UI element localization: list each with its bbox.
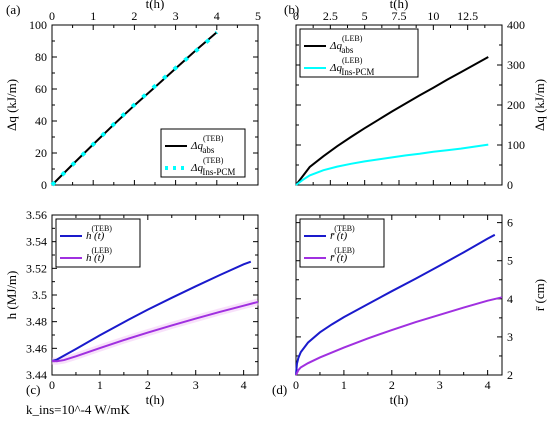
kins-note-text: k_ins=10^-4 W/mK — [26, 402, 130, 417]
x-axis-label: t(h) — [146, 392, 165, 407]
x-tick-label: 2 — [145, 378, 151, 392]
y-tick-label: 300 — [507, 58, 525, 72]
x-tick-label: 1 — [90, 9, 96, 23]
series-line-1 — [295, 296, 503, 376]
legend-entry-label: h(LEB) (t) — [86, 246, 112, 264]
x-axis-label: t(h) — [146, 0, 165, 11]
y-tick-label: 2 — [507, 368, 513, 382]
x-tick-label: 10 — [427, 9, 439, 23]
panel-label: (c) — [26, 382, 40, 397]
y-tick-label: 20 — [35, 146, 47, 160]
x-tick-label: 12.5 — [457, 9, 478, 23]
legend-entry-label: h(TEB) (t) — [86, 224, 112, 242]
series-line-1 — [295, 143, 489, 186]
x-tick-label: 0 — [293, 378, 299, 392]
panel-label: (a) — [6, 2, 20, 17]
x-tick-label: 3 — [173, 9, 179, 23]
x-axis-label: t(h) — [390, 392, 409, 407]
series-line-0 — [51, 260, 252, 362]
plot-frame — [295, 214, 503, 376]
y-tick-label: 3.46 — [26, 341, 47, 355]
series-line-0 — [295, 56, 489, 186]
y-axis-label: h (MJ/m) — [4, 271, 19, 320]
y-tick-label: 100 — [507, 138, 525, 152]
y-tick-label: 0 — [41, 178, 47, 192]
legend-entry-label: r̄(LEB) (t) — [330, 246, 355, 264]
y-tick-label: 400 — [507, 18, 525, 32]
x-tick-label: 2 — [389, 378, 395, 392]
x-tick-label: 0 — [49, 378, 55, 392]
legend-entry-label: Δq(TEB) abs — [190, 134, 224, 155]
x-tick-label: 0 — [293, 9, 299, 23]
x-tick-label: 4 — [214, 9, 220, 23]
legend-entry-label: r̄(TEB) (t) — [330, 224, 355, 242]
y-tick-label: 0 — [507, 178, 513, 192]
series-line-0 — [295, 233, 496, 376]
y-tick-label: 3.52 — [26, 261, 47, 275]
panel-label: (d) — [272, 382, 287, 397]
x-tick-label: 4 — [241, 378, 247, 392]
y-tick-label: 3 — [507, 330, 513, 344]
series-line-1 — [50, 30, 219, 187]
series-line-1 — [51, 300, 259, 363]
legend-entry-label: Δq(TEB) Ins-PCM — [190, 156, 235, 177]
y-tick-label: 100 — [29, 18, 47, 32]
kins-annotation: k_ins=10^-4 W/mK — [26, 402, 130, 418]
y-tick-label: 3.5 — [32, 288, 47, 302]
chart-panel-b: 0 2.5 5 7.5 10 12.5 0 100 200 300 400 t(h) Δq (kJ/m)… — [284, 0, 547, 192]
chart-panel-d: 0 1 2 3 4 2 3 4 5 6 t(h) r̄ (cm) (d) r̄(TEB) (t) r̄(LEB… — [272, 214, 547, 407]
panel-label: (b) — [284, 2, 299, 17]
y-tick-label: 200 — [507, 98, 525, 112]
y-axis-label: r̄ (cm) — [532, 279, 547, 311]
x-tick-label: 3 — [437, 378, 443, 392]
y-tick-label: 4 — [507, 292, 513, 306]
x-tick-label: 7.5 — [392, 9, 407, 23]
x-tick-label: 3 — [193, 378, 199, 392]
x-tick-label: 0 — [49, 9, 55, 23]
y-tick-label: 6 — [507, 216, 513, 230]
y-tick-label: 80 — [35, 50, 47, 64]
y-tick-label: 40 — [35, 114, 47, 128]
y-axis-label: Δq (kJ/m) — [4, 79, 19, 131]
x-tick-label: 5 — [362, 9, 368, 23]
y-tick-label: 60 — [35, 82, 47, 96]
y-tick-label: 5 — [507, 254, 513, 268]
x-tick-label: 2.5 — [323, 9, 338, 23]
y-axis-label: Δq (kJ/m) — [532, 79, 547, 131]
y-tick-label: 3.48 — [26, 315, 47, 329]
legend-entry-label: Δq(LEB) Ins-PCM — [329, 56, 374, 77]
x-tick-label: 1 — [341, 378, 347, 392]
x-tick-label: 2 — [131, 9, 137, 23]
x-axis-label: t(h) — [390, 0, 409, 11]
chart-panel-a: 0 1 2 3 4 5 0 20 40 60 80 100 t(h) Δq (kJ/m) (a) Δq(TEB… — [4, 0, 261, 192]
y-tick-label: 3.44 — [26, 368, 47, 382]
legend-entry-label: Δq(LEB) abs — [329, 34, 363, 55]
y-tick-label: 3.54 — [26, 235, 47, 249]
x-tick-label: 5 — [255, 9, 261, 23]
chart-panel-c: 0 1 2 3 4 3.44 3.46 3.48 3.5 3.52 3.54 3.56 t(h) h (M… — [4, 208, 259, 407]
x-tick-label: 4 — [485, 378, 491, 392]
x-tick-label: 1 — [97, 378, 103, 392]
y-tick-label: 3.56 — [26, 208, 47, 222]
